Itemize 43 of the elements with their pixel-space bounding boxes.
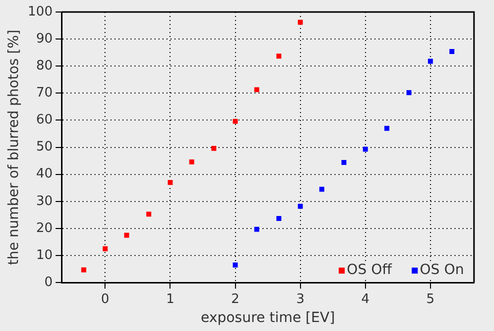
x-tick-label: 3 bbox=[296, 292, 304, 307]
x-tick-label: 2 bbox=[231, 292, 240, 307]
y-tick-label: 100 bbox=[28, 4, 53, 20]
x-tick-label: 0 bbox=[101, 292, 110, 307]
x-axis-title: exposure time [EV] bbox=[200, 310, 335, 326]
y-tick-label: 70 bbox=[36, 86, 53, 101]
point bbox=[168, 180, 173, 185]
point bbox=[81, 267, 86, 272]
y-tick-label: 80 bbox=[36, 58, 53, 74]
y-axis-title: the number of blurred photos [%] bbox=[6, 30, 22, 265]
x-tick-label: 1 bbox=[166, 292, 174, 307]
point bbox=[232, 118, 238, 124]
point bbox=[298, 204, 303, 209]
legend-label: OS Off bbox=[346, 262, 392, 278]
y-tick-label: 90 bbox=[36, 31, 53, 46]
point bbox=[384, 126, 390, 131]
y-tick-label: 60 bbox=[36, 112, 53, 128]
point bbox=[254, 87, 260, 92]
point bbox=[189, 159, 194, 164]
y-tick-label: 40 bbox=[36, 166, 53, 182]
point bbox=[449, 49, 454, 54]
point bbox=[428, 58, 433, 64]
point bbox=[319, 186, 324, 192]
point bbox=[232, 262, 238, 268]
y-tick-label: 10 bbox=[36, 248, 53, 263]
point bbox=[298, 20, 303, 25]
y-tick-label: 30 bbox=[36, 194, 53, 209]
point bbox=[406, 90, 412, 96]
point bbox=[341, 160, 346, 165]
x-tick-label: 5 bbox=[426, 292, 435, 307]
point bbox=[146, 212, 152, 217]
point bbox=[211, 146, 216, 151]
point bbox=[124, 232, 130, 238]
point bbox=[254, 226, 260, 232]
point bbox=[362, 146, 368, 152]
point bbox=[276, 216, 282, 221]
y-tick-label: 0 bbox=[44, 274, 53, 290]
x-tick-label: 4 bbox=[361, 292, 370, 307]
point bbox=[102, 246, 108, 252]
point bbox=[276, 54, 282, 59]
y-tick-label: 50 bbox=[36, 140, 53, 155]
legend-label: OS On bbox=[420, 262, 464, 278]
y-tick-label: 20 bbox=[36, 220, 53, 236]
